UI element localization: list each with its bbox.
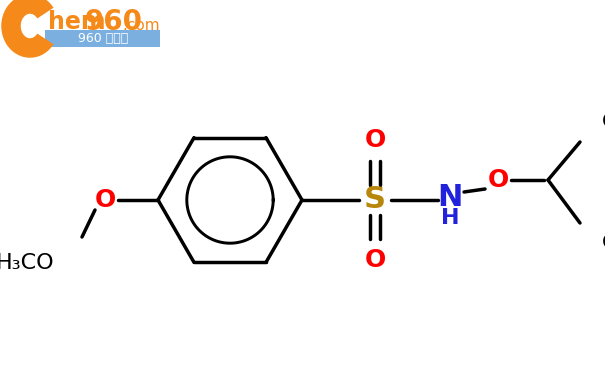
Text: CH₃: CH₃ (602, 112, 605, 132)
FancyBboxPatch shape (45, 30, 160, 47)
Text: H₃CO: H₃CO (0, 253, 55, 273)
Text: O: O (364, 248, 385, 272)
Text: CH₃: CH₃ (602, 233, 605, 253)
Text: .com: .com (122, 18, 160, 33)
Text: 960 化工网: 960 化工网 (78, 32, 128, 45)
Text: hem: hem (48, 10, 106, 34)
Text: H: H (441, 208, 459, 228)
Text: N: N (437, 183, 463, 213)
Text: O: O (94, 188, 116, 212)
Text: O: O (488, 168, 509, 192)
Text: 960: 960 (85, 8, 143, 36)
Text: S: S (364, 186, 386, 214)
Text: O: O (364, 128, 385, 152)
